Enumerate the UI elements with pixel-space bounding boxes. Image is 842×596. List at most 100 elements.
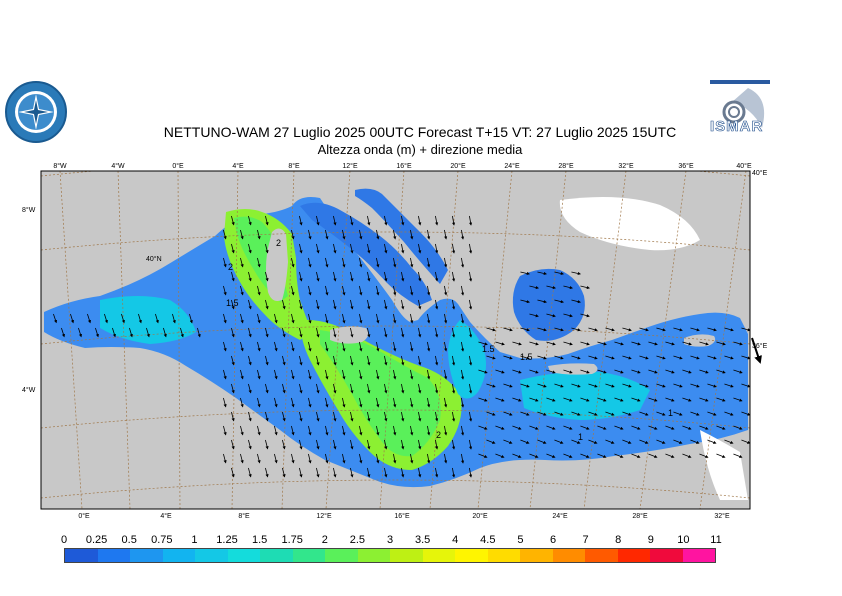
direction-arrow (571, 327, 581, 332)
direction-arrow (656, 439, 666, 444)
map-frame (40, 170, 751, 510)
direction-arrow (546, 397, 556, 402)
direction-arrow (299, 467, 303, 478)
direction-arrow (588, 439, 598, 444)
contour-label: 1.5 (226, 298, 239, 308)
direction-arrow (257, 453, 261, 464)
direction-arrow (673, 383, 683, 388)
direction-arrow (342, 369, 346, 380)
scale-color-box (260, 549, 293, 562)
direction-arrow (248, 243, 252, 254)
direction-arrow (325, 285, 329, 296)
tick-label: 36°E (678, 162, 694, 170)
direction-arrow (554, 439, 564, 444)
direction-arrow (520, 411, 530, 416)
direction-arrow (282, 355, 286, 366)
direction-arrow (546, 453, 556, 458)
direction-arrow (265, 327, 269, 338)
direction-arrow (308, 229, 312, 240)
scale-color-box (487, 549, 520, 562)
direction-arrow (733, 397, 743, 402)
direction-arrow (546, 285, 556, 290)
direction-arrow (401, 327, 405, 338)
direction-arrow (563, 313, 573, 318)
scale-color-box (552, 549, 585, 562)
direction-arrow (571, 355, 581, 360)
direction-arrow (724, 383, 734, 388)
direction-arrow (537, 439, 547, 444)
direction-arrow (367, 271, 371, 282)
direction-arrow (299, 383, 303, 394)
contour-labels: 2 1.5 2 1.5 1.5 2 1 1 (226, 238, 673, 442)
direction-arrow (495, 369, 505, 374)
direction-arrow (350, 411, 354, 422)
direction-arrow (537, 411, 547, 416)
tick-label: 20°E (472, 512, 488, 520)
direction-arrow (614, 453, 624, 458)
direction-arrow (478, 369, 488, 374)
direction-arrow (622, 327, 632, 332)
direction-arrow (690, 327, 700, 332)
direction-arrow (461, 341, 465, 352)
tick-label: 28°E (632, 512, 648, 520)
direction-arrow (393, 453, 397, 464)
scale-color-box (390, 549, 423, 562)
direction-arrow (316, 411, 320, 422)
direction-arrow (291, 313, 295, 324)
direction-arrow (716, 397, 726, 402)
direction-arrow (452, 215, 456, 226)
direction-arrow (231, 383, 235, 394)
direction-arrow (257, 285, 261, 296)
direction-arrow (478, 453, 488, 458)
direction-arrow (580, 313, 590, 318)
direction-arrow (512, 369, 522, 374)
direction-arrow (699, 397, 709, 402)
direction-arrow (291, 341, 295, 352)
scale-label: 5 (517, 534, 524, 546)
direction-arrow (435, 327, 439, 338)
direction-arrow (520, 383, 530, 388)
scale-label: 9 (647, 534, 654, 546)
direction-arrow (529, 397, 539, 402)
scale-label: 3 (386, 534, 394, 546)
direction-arrow (495, 425, 505, 430)
direction-arrow (444, 397, 448, 408)
direction-arrow (427, 397, 431, 408)
scale-label: 6 (549, 534, 557, 546)
direction-arrow (724, 439, 734, 444)
direction-arrow (350, 439, 354, 450)
direction-arrow (486, 383, 496, 388)
direction-arrow (452, 467, 456, 478)
direction-arrow (656, 383, 666, 388)
direction-arrow (614, 425, 624, 430)
direction-arrow (648, 453, 658, 458)
direction-arrow (367, 411, 371, 422)
direction-arrow (563, 397, 573, 402)
tick-label: 4°W (111, 162, 125, 170)
direction-arrow (656, 411, 666, 416)
direction-arrow (461, 453, 465, 464)
tick-label: 28°E (558, 162, 574, 170)
direction-arrow (554, 271, 564, 276)
direction-arrow (53, 313, 58, 324)
direction-arrow (716, 369, 726, 374)
direction-arrow (342, 229, 346, 240)
direction-arrow (469, 383, 473, 394)
scale-label: 0 (60, 534, 68, 546)
direction-arrow (656, 355, 666, 360)
direction-arrow (597, 369, 607, 374)
direction-arrow (444, 425, 448, 436)
direction-arrow (452, 271, 456, 282)
direction-arrow (461, 397, 465, 408)
direction-arrow (291, 229, 295, 240)
direction-arrow (631, 341, 641, 346)
tick-label: 8°E (238, 512, 250, 520)
direction-arrow (435, 355, 439, 366)
direction-arrow (529, 453, 539, 458)
direction-arrow (469, 243, 473, 254)
direction-arrow (537, 355, 547, 360)
scale-label: 10 (677, 534, 690, 546)
direction-arrow (299, 215, 303, 226)
direction-arrow (384, 411, 388, 422)
direction-arrow (401, 271, 405, 282)
